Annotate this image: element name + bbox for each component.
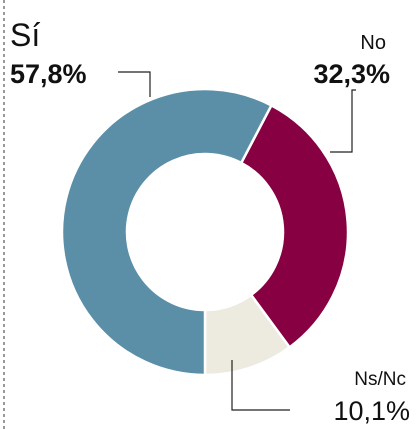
leader-line	[118, 71, 151, 97]
category-label: No	[360, 32, 386, 54]
leader-line	[231, 360, 290, 411]
category-label: Ns/Nc	[354, 369, 406, 390]
donut-slice	[239, 103, 350, 350]
value-label: 10,1%	[333, 396, 410, 426]
donut-slice	[60, 87, 274, 377]
category-label: Sí	[10, 17, 40, 53]
value-label: 32,3%	[313, 59, 390, 89]
value-label: 57,8%	[10, 59, 87, 89]
leader-line	[330, 89, 356, 153]
